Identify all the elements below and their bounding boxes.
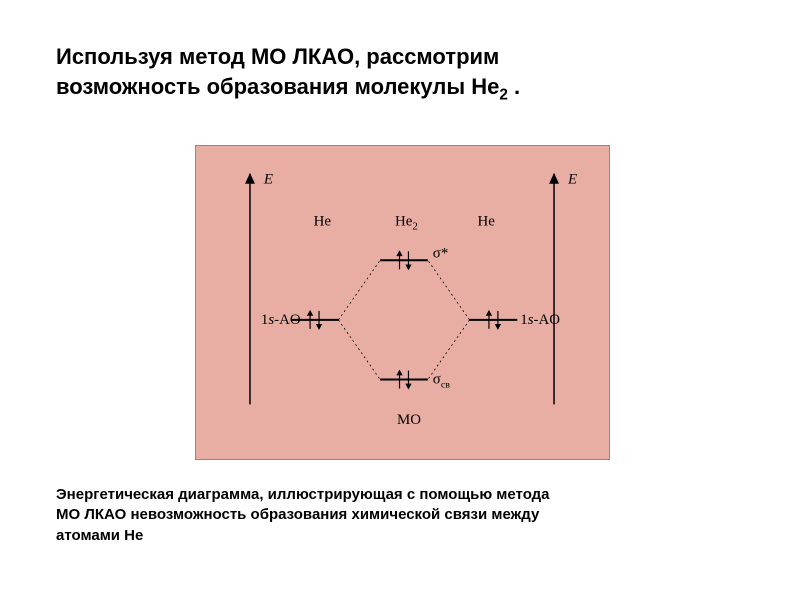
svg-text:σсв: σсв [433, 371, 450, 390]
svg-text:1s-AO: 1s-AO [520, 312, 560, 328]
title-line2-sub: 2 [499, 86, 508, 103]
mo-diagram-svg: E E He He2 He MO 1s-AO 1s-AO σ* σсв [196, 146, 609, 459]
mo-diagram: E E He He2 He MO 1s-AO 1s-AO σ* σсв [195, 145, 610, 460]
title-line2-prefix: возможность образования молекулы He [56, 74, 499, 99]
svg-text:He2: He2 [395, 213, 418, 232]
title-line2-suffix: . [508, 74, 520, 99]
svg-text:He: He [478, 213, 496, 229]
svg-text:1s-AO: 1s-AO [261, 312, 301, 328]
svg-text:E: E [567, 172, 577, 188]
svg-text:E: E [263, 172, 273, 188]
svg-text:MO: MO [397, 412, 421, 428]
caption-l1: Энергетическая диаграмма, иллюстрирующая… [56, 486, 550, 503]
title-line1: Используя метод МО ЛКАО, рассмотрим [56, 44, 499, 69]
diagram-caption: Энергетическая диаграмма, иллюстрирующая… [56, 485, 744, 546]
caption-l2: МО ЛКАО невозможность образования химиче… [56, 506, 539, 523]
slide-title: Используя метод МО ЛКАО, рассмотрим возм… [56, 42, 744, 106]
caption-l3: атомами Не [56, 527, 143, 544]
svg-text:He: He [314, 213, 332, 229]
svg-text:σ*: σ* [433, 245, 448, 261]
